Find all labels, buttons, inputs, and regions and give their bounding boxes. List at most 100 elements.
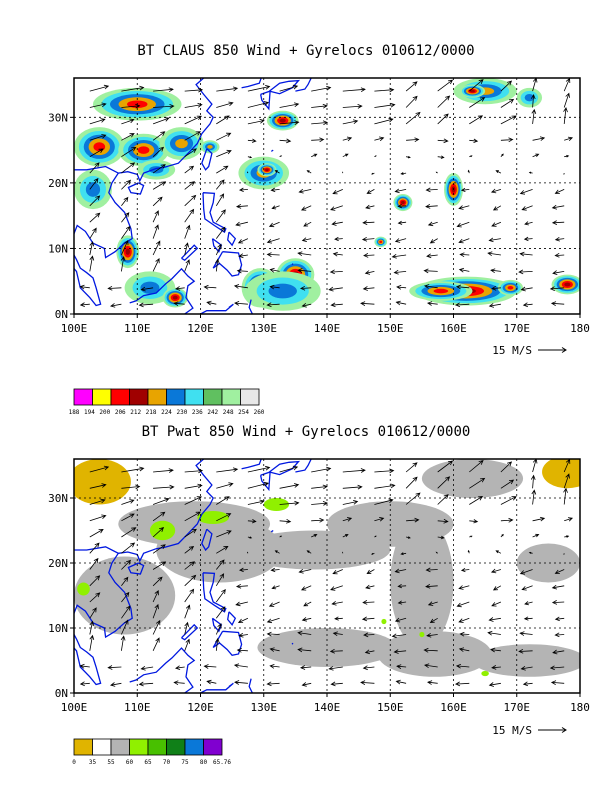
wind-vector (184, 165, 195, 174)
coastline (259, 471, 271, 492)
wind-vector (342, 517, 353, 522)
colorbar-label: 70 (163, 759, 171, 766)
wind-vector (521, 585, 533, 591)
wind-vector (423, 268, 438, 274)
wind-vector (532, 459, 538, 473)
wind-vector (301, 237, 312, 242)
x-tick-label: 180 (570, 701, 590, 714)
wind-vector (531, 108, 537, 124)
wind-vector (394, 617, 407, 623)
wind-vector (311, 153, 318, 158)
wind-vector (238, 187, 248, 192)
wind-vector (216, 467, 239, 473)
wind-vector (89, 134, 107, 141)
wind-vector (311, 517, 325, 523)
wind-vector (269, 647, 280, 652)
cloud-feature (265, 168, 269, 172)
colorbar-swatch (184, 738, 204, 756)
wind-vector (495, 170, 502, 174)
wind-vector (274, 170, 280, 174)
wind-vector (184, 115, 203, 125)
wind-vector (203, 664, 217, 669)
x-tick-label: 100E (61, 322, 88, 335)
x-tick-label: 170E (504, 701, 531, 714)
wind-vector (469, 115, 484, 125)
wind-vector (153, 87, 174, 93)
wind-vector (215, 606, 226, 619)
wind-vector (563, 487, 568, 505)
wind-vector (455, 302, 470, 308)
wind-vector (269, 267, 280, 273)
wind-vector (311, 137, 325, 143)
wind-vector (184, 545, 195, 554)
cloud-feature (172, 295, 178, 300)
colorbar-label: 55 (107, 759, 115, 766)
wind-vector (342, 119, 359, 125)
moisture-feature (263, 498, 290, 511)
wind-vector (532, 516, 546, 522)
wind-vector (564, 136, 574, 141)
wind-vector (518, 648, 533, 654)
colorbar-label: 194 (84, 409, 95, 416)
wind-vector (328, 286, 343, 292)
wind-vector (237, 617, 249, 623)
wind-vector (89, 634, 95, 651)
x-tick-label: 140E (314, 322, 341, 335)
wind-vector (550, 680, 565, 685)
wind-vector (184, 102, 203, 108)
wind-vector (238, 253, 248, 259)
coastline (295, 459, 312, 473)
wind-vector (152, 637, 160, 651)
wind-vector (393, 269, 407, 275)
wind-vector (247, 138, 257, 143)
wind-vector (184, 621, 189, 635)
panel-2: BT Pwat 850 Wind + Gyrelocs 010612/0000 1… (48, 424, 590, 766)
colorbar-label: 0 (72, 759, 76, 766)
wind-vector (215, 588, 226, 603)
wind-vector (500, 533, 504, 538)
wind-vector (427, 680, 438, 685)
wind-vector (266, 302, 280, 308)
colorbar-swatch (166, 738, 186, 756)
wind-vector (423, 284, 438, 289)
wind-vector (79, 663, 90, 669)
wind-vector (528, 171, 533, 174)
wind-vector (469, 155, 473, 158)
wind-vector (279, 155, 283, 158)
wind-vector (152, 117, 170, 125)
colorbar-swatch (110, 388, 130, 406)
wind-vector (552, 270, 565, 275)
wind-vector (500, 115, 517, 125)
wind-vector (121, 576, 129, 587)
wind-vector (524, 601, 533, 606)
wind-vector (216, 149, 232, 158)
wind-vector (362, 286, 375, 291)
wind-vector (342, 484, 363, 490)
wind-vector (247, 519, 257, 524)
colorbar-swatch (221, 388, 241, 406)
wind-vector (89, 542, 100, 554)
wind-vector (89, 84, 110, 92)
wind-vector (269, 284, 280, 290)
wind-vector (303, 601, 312, 607)
wind-vector (491, 665, 501, 670)
moisture-feature (542, 459, 580, 489)
wind-vector (152, 210, 159, 223)
wind-vector (551, 220, 565, 225)
wind-vector (360, 680, 375, 685)
wind-vector (364, 649, 375, 655)
wind-vector (152, 240, 161, 256)
wind-vector (554, 189, 565, 194)
wind-vector (274, 550, 280, 554)
wind-vector (500, 517, 514, 523)
wind-vector (406, 536, 411, 539)
wind-vector (311, 501, 329, 506)
wind-vector (532, 136, 546, 141)
wind-vector (425, 584, 438, 589)
wind-vector (311, 120, 329, 126)
wind-vector (152, 603, 159, 619)
wind-vector (334, 236, 343, 242)
wind-vector (203, 284, 217, 290)
cloud-feature (279, 118, 286, 123)
wind-vector (152, 511, 166, 522)
